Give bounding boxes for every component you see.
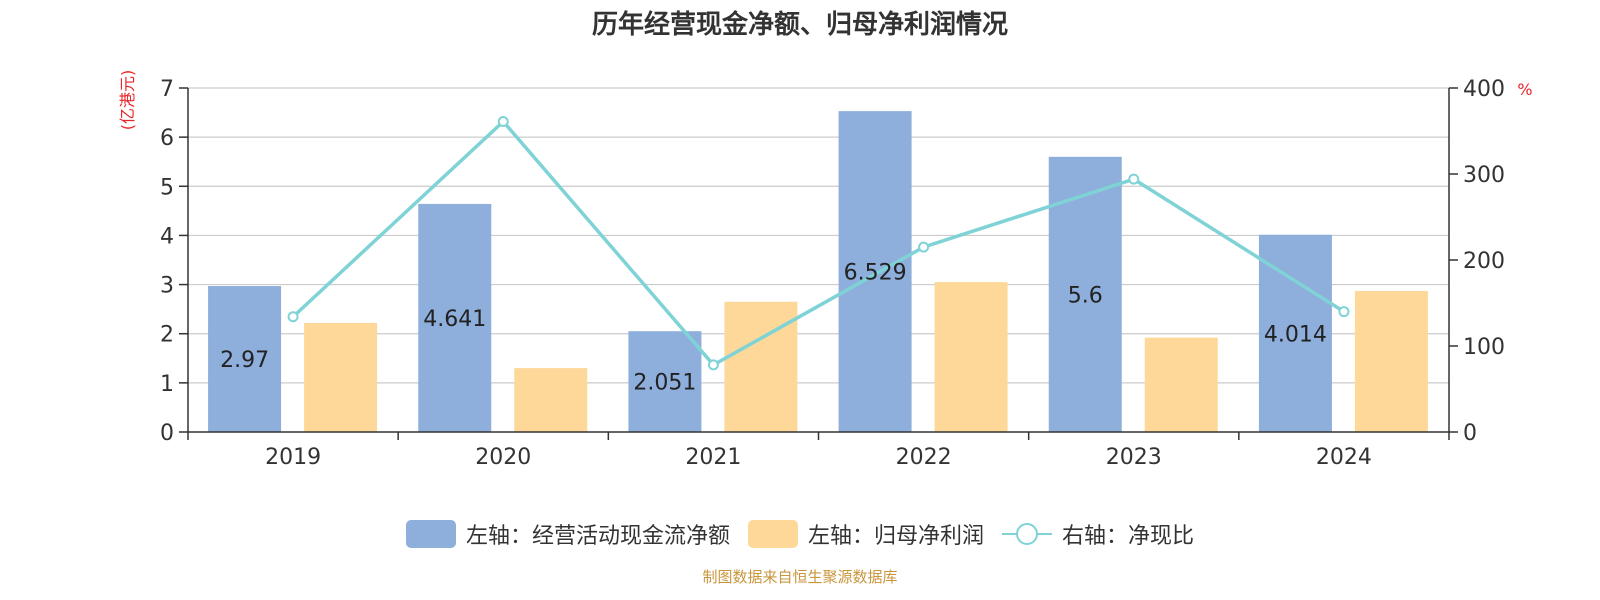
bar-profit: [934, 282, 1008, 432]
right-tick-label: 400: [1463, 77, 1505, 102]
ratio-point: [707, 359, 719, 371]
ratio-point: [287, 311, 299, 323]
legend-swatch-cash: [405, 520, 456, 548]
ratio-point: [497, 116, 509, 128]
left-tick-label: 2: [160, 323, 174, 348]
x-tick-label: 2022: [896, 445, 952, 470]
axes-layer: 0 1 2 3 4 5 6 7 0 100 200 300 400 2019 2020 2021 2022 202…: [160, 77, 1505, 470]
bar-profit: [304, 322, 378, 432]
left-axis-unit: (亿港元): [118, 70, 137, 131]
ratio-point: [1128, 173, 1140, 185]
left-tick-label: 4: [160, 224, 174, 249]
chart-legend: 左轴：经营活动现金流净额 左轴：归母净利润 右轴：净现比: [0, 518, 1600, 550]
legend-label-ratio: 右轴：净现比: [1062, 524, 1195, 549]
legend-item-cash[interactable]: 左轴：经营活动现金流净额: [405, 518, 730, 550]
data-label-cash: 5.6: [1068, 283, 1103, 308]
label-layer: 2.97 4.641 2.051 6.529 5.6 4.014: [220, 261, 1327, 396]
bar-cash: [418, 203, 492, 432]
bar-cash: [208, 286, 282, 432]
bar-profit: [1354, 290, 1428, 432]
right-tick-label: 200: [1463, 249, 1505, 274]
right-tick-label: 100: [1463, 335, 1505, 360]
right-tick-label: 0: [1463, 421, 1477, 446]
chart-title: 历年经营现金净额、归母净利润情况: [591, 10, 1008, 40]
data-source-note: 制图数据来自恒生聚源数据库: [702, 568, 898, 586]
data-label-cash: 2.051: [633, 371, 696, 396]
bar-cash: [838, 111, 912, 432]
x-tick-label: 2019: [265, 445, 321, 470]
data-label-cash: 2.97: [220, 348, 269, 373]
grid-lines: [188, 87, 1449, 384]
bar-cash: [628, 331, 702, 432]
x-tick-label: 2020: [475, 445, 531, 470]
right-axis-unit: %: [1517, 80, 1532, 99]
left-tick-label: 3: [160, 274, 174, 299]
x-tick-label: 2021: [685, 445, 741, 470]
left-tick-label: 0: [160, 421, 174, 446]
data-label-cash: 6.529: [844, 261, 907, 286]
x-tick-label: 2024: [1316, 445, 1372, 470]
data-label-cash: 4.014: [1264, 322, 1327, 347]
ratio-line: [291, 119, 1345, 368]
left-tick-label: 7: [160, 77, 174, 102]
bar-profit: [1144, 337, 1218, 432]
left-tick-label: 1: [160, 372, 174, 397]
x-tick-label: 2023: [1106, 445, 1162, 470]
legend-label-profit: 左轴：归母净利润: [807, 524, 984, 549]
legend-swatch-ratio: [1002, 523, 1052, 545]
data-label-cash: 4.641: [423, 307, 486, 332]
legend-item-ratio[interactable]: 右轴：净现比: [1002, 518, 1194, 550]
left-tick-label: 6: [160, 126, 174, 151]
left-tick-label: 5: [160, 175, 174, 200]
ratio-point: [1338, 306, 1350, 318]
legend-swatch-profit: [747, 520, 798, 548]
bar-profit: [514, 368, 588, 432]
legend-ratio-marker: [1016, 523, 1038, 545]
line-layer: [287, 116, 1350, 371]
right-tick-label: 300: [1463, 163, 1505, 188]
legend-item-profit[interactable]: 左轴：归母净利润: [747, 518, 984, 550]
bar-profit: [724, 301, 798, 432]
bar-layer: [208, 111, 1428, 433]
legend-label-cash: 左轴：经营活动现金流净额: [465, 524, 730, 549]
ratio-point: [918, 241, 930, 253]
